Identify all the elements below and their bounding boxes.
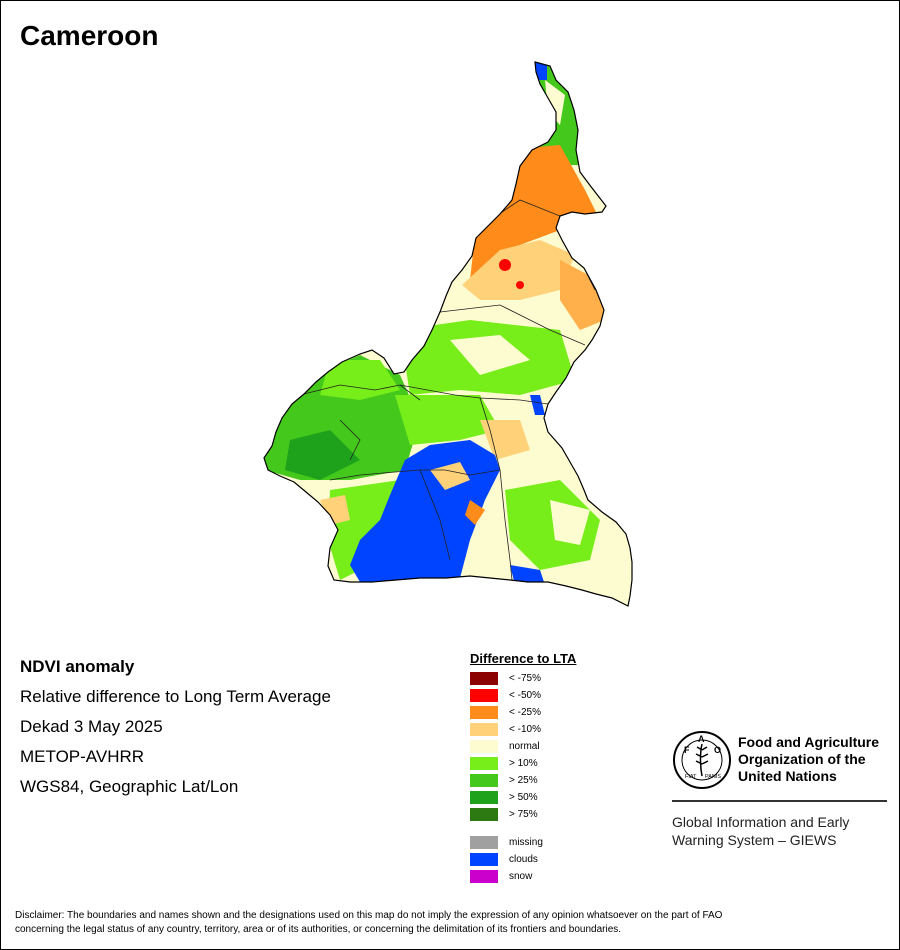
legend-item: > 10% bbox=[470, 756, 538, 770]
info-line: Dekad 3 May 2025 bbox=[20, 717, 163, 736]
legend-label: snow bbox=[509, 870, 533, 882]
legend-swatch bbox=[470, 705, 498, 719]
legend-item: > 50% bbox=[470, 790, 538, 804]
legend-swatch bbox=[470, 722, 498, 736]
cameroon-ndvi-map bbox=[263, 61, 633, 607]
legend-label: > 10% bbox=[509, 757, 538, 769]
info-line: WGS84, Geographic Lat/Lon bbox=[20, 777, 239, 796]
legend-swatch bbox=[470, 739, 498, 753]
legend-label: missing bbox=[509, 836, 543, 848]
legend-swatch bbox=[470, 756, 498, 770]
legend-item: < -10% bbox=[470, 722, 541, 736]
info-line: Relative difference to Long Term Average bbox=[20, 687, 331, 706]
legend-item: > 25% bbox=[470, 773, 538, 787]
legend-swatch bbox=[470, 688, 498, 702]
info-line: METOP-AVHRR bbox=[20, 747, 145, 766]
legend-swatch bbox=[470, 852, 498, 866]
fao-name: Food and Agriculture Organization of the… bbox=[738, 734, 880, 784]
map-title: Cameroon bbox=[20, 20, 159, 51]
legend-label: < -50% bbox=[509, 689, 541, 701]
fao-logo-icon: F A O FIAT PANIS bbox=[673, 731, 731, 789]
map-info: NDVI anomaly Relative difference to Long… bbox=[20, 656, 331, 806]
legend-title: Difference to LTA bbox=[470, 651, 577, 666]
fao-block: F A O FIAT PANIS Food and Agriculture Or… bbox=[672, 730, 887, 848]
legend-label: < -25% bbox=[509, 706, 541, 718]
legend-swatch bbox=[470, 869, 498, 883]
legend-label: normal bbox=[509, 740, 540, 752]
legend: Difference to LTA < -75% < -50% < -25% < -1… bbox=[470, 651, 577, 883]
legend-item: missing bbox=[470, 835, 543, 849]
legend-label: < -10% bbox=[509, 723, 541, 735]
legend-item: < -25% bbox=[470, 705, 541, 719]
giews-text: Global Information and Early Warning Sys… bbox=[672, 814, 850, 848]
legend-swatch bbox=[470, 807, 498, 821]
legend-swatch bbox=[470, 835, 498, 849]
info-heading: NDVI anomaly bbox=[20, 657, 135, 676]
svg-text:O: O bbox=[714, 745, 721, 755]
legend-label: < -75% bbox=[509, 672, 541, 684]
fao-motto: FIAT bbox=[685, 774, 697, 780]
legend-item: normal bbox=[470, 739, 540, 753]
legend-item: snow bbox=[470, 869, 532, 883]
legend-item: > 75% bbox=[470, 807, 538, 821]
legend-swatch bbox=[470, 671, 498, 685]
legend-item: clouds bbox=[470, 852, 538, 866]
legend-item: < -50% bbox=[470, 688, 541, 702]
legend-label: > 25% bbox=[509, 774, 538, 786]
legend-label: clouds bbox=[509, 853, 538, 865]
legend-swatch bbox=[470, 790, 498, 804]
legend-swatch bbox=[470, 773, 498, 787]
legend-item: < -75% bbox=[470, 671, 541, 685]
fao-logo-text: F bbox=[684, 745, 690, 755]
legend-label: > 75% bbox=[509, 808, 538, 820]
fao-divider bbox=[672, 800, 887, 802]
legend-label: > 50% bbox=[509, 791, 538, 803]
svg-text:A: A bbox=[698, 734, 705, 744]
svg-text:PANIS: PANIS bbox=[705, 774, 721, 780]
disclaimer: Disclaimer: The boundaries and names sho… bbox=[15, 910, 723, 935]
